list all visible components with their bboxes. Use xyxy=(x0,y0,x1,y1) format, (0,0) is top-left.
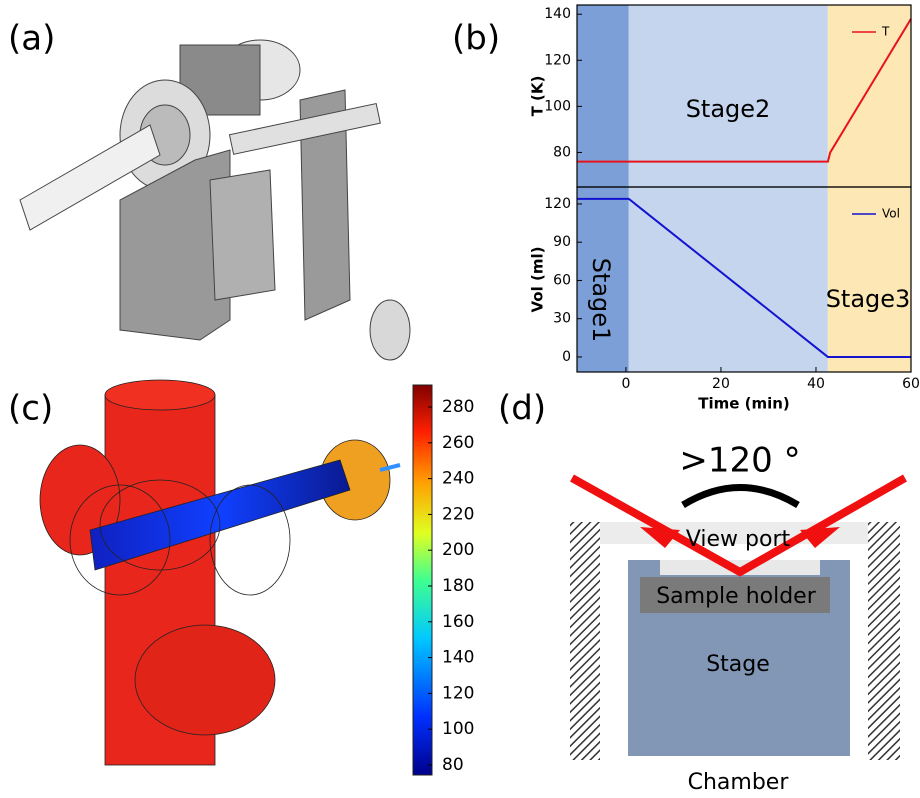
x-tick-label: 0 xyxy=(621,376,630,392)
y-axis-label: Vol (ml) xyxy=(529,247,547,313)
x-tick-label: 60 xyxy=(902,376,920,392)
colorbar-tick-label: 280 xyxy=(442,397,474,417)
y-tick-label: 100 xyxy=(544,98,571,114)
schematic xyxy=(570,478,905,760)
stage-region xyxy=(828,5,911,372)
device-drawing xyxy=(20,40,410,360)
y-tick-label: 30 xyxy=(553,311,571,327)
panel-label: (d) xyxy=(498,389,546,429)
view-port-label: View port xyxy=(686,527,791,552)
y-tick-label: 0 xyxy=(562,349,571,365)
colorbar-tick-label: 120 xyxy=(442,683,474,703)
stage-label: Stage xyxy=(706,652,770,677)
stage-label: Stage2 xyxy=(686,95,771,123)
colorbar-tick-label: 220 xyxy=(442,504,474,524)
colorbar-tick-label: 200 xyxy=(442,540,474,560)
figure: (a) (b) (c) (d) 801001201401601802002202… xyxy=(0,0,920,798)
y-tick-label: 80 xyxy=(553,144,571,160)
panel-label: (a) xyxy=(8,19,55,59)
x-tick-label: 40 xyxy=(807,376,825,392)
colorbar-tick-label: 100 xyxy=(442,719,474,739)
legend-label: T xyxy=(881,25,890,39)
x-axis-label: Time (min) xyxy=(698,395,790,413)
x-tick-label: 20 xyxy=(712,376,730,392)
colorbar-tick-label: 160 xyxy=(442,612,474,632)
stage-label: Stage3 xyxy=(826,285,911,313)
legend-label: Vol xyxy=(882,207,900,221)
y-tick-label: 120 xyxy=(544,52,571,68)
y-tick-label: 140 xyxy=(544,6,571,22)
panel-label: (c) xyxy=(8,389,53,429)
stage-region xyxy=(629,5,828,372)
colorbar xyxy=(413,385,432,775)
sample-holder-label: Sample holder xyxy=(656,584,816,609)
panel-label: (b) xyxy=(452,19,500,59)
colorbar-tick-label: 240 xyxy=(442,469,474,489)
y-tick-label: 90 xyxy=(553,234,571,250)
colorbar-tick-label: 80 xyxy=(442,755,464,775)
colorbar-tick-label: 140 xyxy=(442,648,474,668)
stage-label: Stage1 xyxy=(587,258,615,343)
colorbar-tick-label: 260 xyxy=(442,433,474,453)
thermal-simulation xyxy=(40,380,400,765)
y-tick-label: 120 xyxy=(544,196,571,212)
angle-label: >120 ° xyxy=(679,441,800,481)
y-axis-label: T (K) xyxy=(529,76,547,117)
y-tick-label: 60 xyxy=(553,272,571,288)
chamber-label: Chamber xyxy=(688,770,790,795)
colorbar-tick-label: 180 xyxy=(442,576,474,596)
